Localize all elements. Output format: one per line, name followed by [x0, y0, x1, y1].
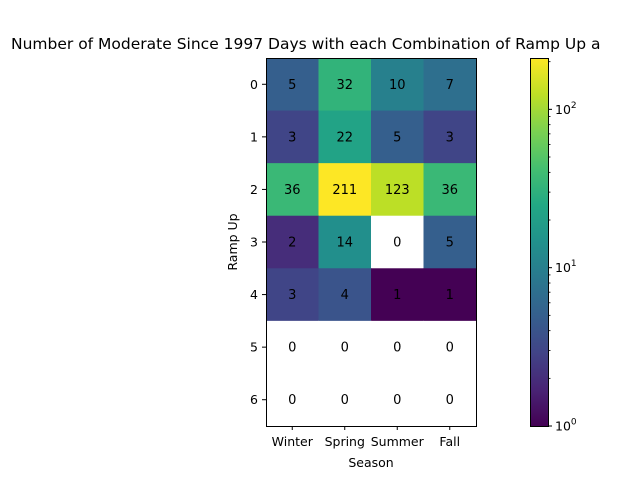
- heatmap-cell-r4-fall: [423, 268, 477, 322]
- y-tick-label: 5: [250, 340, 258, 355]
- cell-value-label: 0: [393, 236, 401, 251]
- cell-value-label: 0: [341, 393, 349, 408]
- heatmap-cell-r4-spring: [318, 268, 372, 322]
- heatmap-cell-r0-spring: [318, 58, 372, 112]
- cell-value-label: 211: [332, 183, 357, 198]
- chart-title: Number of Moderate Since 1997 Days with …: [11, 35, 601, 53]
- heatmap-cell-labels: 5 32 10 73 22 5 336 211 123 362 14 0 53 4 1 10 0 0 00 0 0 0: [284, 78, 458, 408]
- colorbar-frame: [530, 58, 549, 427]
- cell-value-label: 1: [393, 288, 401, 303]
- colorbar-ticks: 100 101 102: [548, 61, 577, 434]
- x-axis-ticks: Winter Spring Summer Fall: [272, 426, 460, 449]
- cell-value-label: 3: [288, 130, 296, 145]
- cell-value-label: 32: [336, 78, 353, 93]
- heatmap-cell-r2-fall: [423, 163, 477, 217]
- heatmap-cell-r5-winter: [266, 320, 319, 374]
- heatmap-cell-r3-summer: [371, 215, 424, 269]
- heatmap-cell-r6-winter: [266, 373, 319, 427]
- cell-value-label: 3: [446, 130, 454, 145]
- heatmap-cell-r5-summer: [371, 320, 424, 374]
- cell-value-label: 7: [446, 78, 454, 93]
- cell-value-label: 10: [389, 78, 406, 93]
- heatmap-cell-r1-summer: [371, 110, 424, 164]
- cell-value-label: 2: [288, 236, 296, 251]
- cell-value-label: 0: [288, 341, 296, 356]
- cell-value-label: 0: [393, 341, 401, 356]
- heatmap-cell-r1-fall: [423, 110, 477, 164]
- cell-value-label: 4: [341, 288, 349, 303]
- cell-value-label: 0: [446, 393, 454, 408]
- y-tick-label: 3: [250, 235, 258, 250]
- heatmap-cell-r5-fall: [423, 320, 477, 374]
- heatmap-cell-r2-winter: [266, 163, 319, 217]
- cell-value-label: 1: [446, 288, 454, 303]
- cell-value-label: 5: [288, 78, 296, 93]
- heatmap-cell-r2-summer: [371, 163, 424, 217]
- x-tick-label: Winter: [272, 434, 314, 449]
- cell-value-label: 0: [288, 393, 296, 408]
- heatmap-cell-r6-summer: [371, 373, 424, 427]
- cell-value-label: 5: [446, 236, 454, 251]
- cell-value-label: 0: [393, 393, 401, 408]
- colorbar-tick-label: 100: [555, 418, 577, 434]
- heatmap-cell-r1-winter: [266, 110, 319, 164]
- heatmap-cell-r6-fall: [423, 373, 477, 427]
- heatmap-cell-r4-summer: [371, 268, 424, 322]
- cell-value-label: 5: [393, 130, 401, 145]
- x-tick-label: Summer: [371, 434, 425, 449]
- cell-value-label: 22: [336, 130, 353, 145]
- cell-value-label: 36: [441, 183, 458, 198]
- colorbar-tick-label: 102: [555, 101, 577, 117]
- y-tick-label: 1: [250, 129, 258, 144]
- colorbar: 100 101 102: [530, 58, 577, 434]
- plot-frame: [266, 58, 477, 427]
- heatmap-cell-r3-winter: [266, 215, 319, 269]
- cell-value-label: 14: [336, 236, 353, 251]
- x-axis-label: Season: [348, 455, 393, 470]
- colorbar-gradient: [530, 58, 548, 426]
- y-tick-label: 6: [250, 392, 258, 407]
- y-tick-label: 2: [250, 182, 258, 197]
- heatmap-cell-r2-spring: [318, 163, 372, 217]
- y-axis-label: Ramp Up: [225, 213, 240, 270]
- heatmap-cell-r0-fall: [423, 58, 477, 112]
- colorbar-tick-label: 101: [555, 259, 577, 275]
- x-tick-label: Spring: [325, 434, 365, 449]
- cell-value-label: 0: [446, 341, 454, 356]
- cell-value-label: 3: [288, 288, 296, 303]
- heatmap-cell-r5-spring: [318, 320, 372, 374]
- x-tick-label: Fall: [439, 434, 460, 449]
- cell-value-label: 0: [341, 341, 349, 356]
- heatmap-cell-r6-spring: [318, 373, 372, 427]
- y-axis-ticks: 0 1 2 3 4 5 6: [250, 77, 266, 407]
- y-tick-label: 4: [250, 287, 258, 302]
- heatmap-cell-r0-winter: [266, 58, 319, 112]
- heatmap-cell-r3-spring: [318, 215, 372, 269]
- heatmap-cells: [266, 58, 477, 427]
- cell-value-label: 123: [385, 183, 410, 198]
- heatmap-cell-r0-summer: [371, 58, 424, 112]
- heatmap-cell-r3-fall: [423, 215, 477, 269]
- heatmap-cell-r1-spring: [318, 110, 372, 164]
- heatmap-cell-r4-winter: [266, 268, 319, 322]
- cell-value-label: 36: [284, 183, 301, 198]
- y-tick-label: 0: [250, 77, 258, 92]
